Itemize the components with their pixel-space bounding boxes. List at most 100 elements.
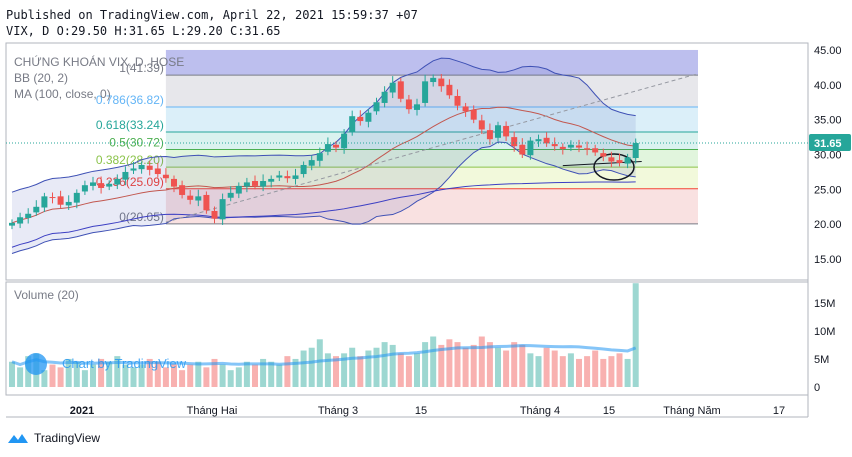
volume-bar bbox=[446, 339, 453, 387]
volume-bar bbox=[486, 342, 493, 387]
volume-tick-label: 0 bbox=[814, 382, 820, 394]
candle-body bbox=[235, 185, 242, 194]
volume-bar bbox=[584, 356, 591, 387]
volume-bar bbox=[187, 364, 194, 387]
time-tick-label: Tháng Hai bbox=[187, 405, 238, 417]
volume-bar bbox=[114, 356, 121, 387]
ma-legend: MA (100, close, 0) bbox=[14, 87, 111, 101]
footer-brand[interactable]: TradingView bbox=[6, 431, 100, 445]
candle-body bbox=[535, 139, 542, 142]
fib-level-label: 1(41.39) bbox=[119, 61, 164, 75]
candle-body bbox=[227, 192, 234, 198]
volume-bar bbox=[470, 344, 477, 387]
volume-bar bbox=[478, 336, 485, 387]
candle-body bbox=[551, 144, 558, 147]
candle-body bbox=[187, 195, 194, 200]
volume-bar bbox=[243, 361, 250, 387]
published-info: Published on TradingView.com, April 22, … bbox=[6, 8, 418, 22]
candle-body bbox=[624, 157, 631, 164]
volume-bar bbox=[324, 353, 331, 387]
candle-body bbox=[203, 194, 210, 211]
time-tick-label: Tháng 4 bbox=[520, 405, 560, 417]
volume-bar bbox=[268, 361, 275, 387]
volume-bar bbox=[211, 358, 218, 387]
candle-body bbox=[543, 137, 550, 144]
candle-body bbox=[57, 196, 64, 205]
bb-basis-line bbox=[11, 106, 636, 224]
volume-bar bbox=[535, 356, 542, 387]
candle-body bbox=[33, 206, 40, 213]
candle-body bbox=[90, 182, 96, 186]
candle-body bbox=[324, 144, 331, 152]
watermark-text: Chart by TradingView bbox=[62, 356, 187, 371]
volume-bar bbox=[9, 361, 15, 387]
volume-bar bbox=[130, 367, 137, 387]
volume-bar bbox=[203, 367, 210, 387]
price-tick-label: 40.00 bbox=[814, 80, 842, 92]
fib-level-label: 0.618(33.24) bbox=[96, 118, 164, 132]
candle-body bbox=[397, 81, 404, 99]
volume-bar bbox=[98, 358, 105, 387]
ma-line bbox=[11, 181, 636, 248]
volume-bar bbox=[146, 358, 153, 387]
candle-body bbox=[495, 125, 501, 138]
fib-zone bbox=[165, 131, 698, 150]
price-tick-label: 35.00 bbox=[814, 115, 842, 127]
candle-body bbox=[333, 144, 339, 148]
volume-bar bbox=[154, 361, 161, 387]
trend-line bbox=[165, 73, 699, 223]
candle-body bbox=[276, 175, 283, 178]
time-tick-label: Tháng 3 bbox=[318, 405, 358, 417]
volume-bar bbox=[543, 347, 550, 387]
volume-bar bbox=[219, 364, 226, 387]
price-tick-label: 15.00 bbox=[814, 254, 842, 266]
candle-body bbox=[438, 78, 445, 87]
candle-body bbox=[9, 222, 15, 226]
volume-bar bbox=[405, 356, 412, 387]
candle-body bbox=[462, 106, 469, 112]
volume-bar bbox=[519, 344, 526, 387]
volume-bar bbox=[503, 350, 510, 387]
volume-bar bbox=[341, 353, 348, 387]
price-tick-label: 45.00 bbox=[814, 45, 842, 57]
volume-bar bbox=[49, 364, 56, 387]
fib-level-label: 0.236(25.09) bbox=[96, 175, 164, 189]
candle-body bbox=[357, 116, 364, 122]
time-tick-label: 15 bbox=[603, 405, 615, 417]
candle-body bbox=[292, 175, 299, 179]
price-tick-label: 30.00 bbox=[814, 150, 842, 162]
candle-body bbox=[454, 95, 461, 106]
volume-bar bbox=[179, 370, 186, 387]
candle-body bbox=[349, 116, 356, 133]
watermark: Chart by TradingView bbox=[25, 353, 187, 375]
volume-bar bbox=[17, 367, 24, 387]
volume-bar bbox=[81, 370, 88, 387]
candle-body bbox=[503, 125, 510, 137]
volume-bar bbox=[551, 350, 558, 387]
volume-bar bbox=[162, 367, 169, 387]
volume-bar bbox=[430, 336, 437, 387]
volume-bar bbox=[138, 364, 145, 387]
volume-bar bbox=[495, 347, 501, 387]
volume-bar bbox=[454, 342, 461, 387]
candle-body bbox=[341, 133, 348, 149]
volume-bar bbox=[106, 361, 113, 387]
volume-bar bbox=[235, 367, 242, 387]
volume-bar bbox=[276, 364, 283, 387]
volume-tick-label: 15M bbox=[814, 298, 835, 310]
candle-body bbox=[17, 217, 24, 224]
candle-body bbox=[470, 109, 477, 120]
fib-zone bbox=[165, 49, 698, 76]
time-tick-label: Tháng Năm bbox=[663, 405, 720, 417]
candle-body bbox=[138, 164, 145, 170]
volume-bar bbox=[316, 339, 323, 387]
volume-bar bbox=[195, 361, 202, 387]
candle-body bbox=[49, 197, 56, 199]
volume-bar bbox=[300, 350, 307, 387]
candle-body bbox=[559, 146, 566, 149]
candle-body bbox=[478, 120, 485, 130]
volume-bar bbox=[397, 353, 404, 387]
last-price-label: 31.65 bbox=[814, 138, 842, 150]
candle-body bbox=[592, 148, 599, 153]
